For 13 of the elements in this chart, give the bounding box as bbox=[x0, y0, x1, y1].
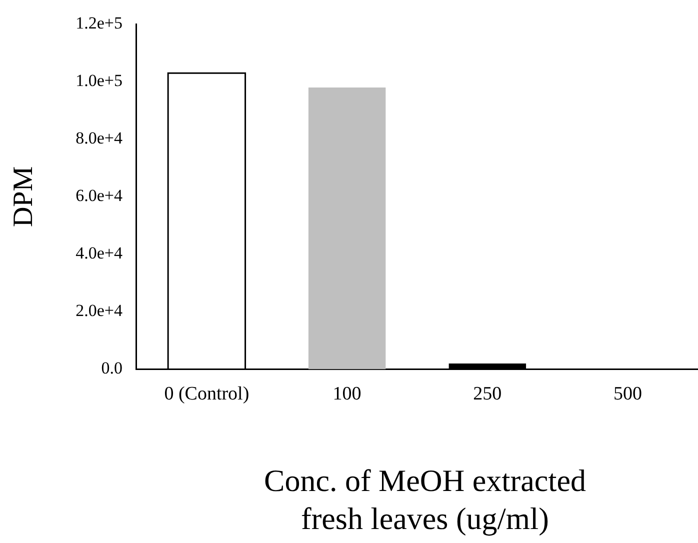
y-tick-label: 6.0e+4 bbox=[76, 186, 123, 206]
y-tick-label: 1.0e+5 bbox=[76, 71, 122, 90]
y-axis-title: DPM bbox=[8, 166, 40, 228]
x-axis-title: Conc. of MeOH extracted fresh leaves (ug/ml) bbox=[263, 462, 587, 538]
y-tick-label: 2.0e+4 bbox=[76, 301, 123, 320]
x-tick-label: 0 (Control) bbox=[164, 384, 250, 405]
x-tick-label: 100 bbox=[332, 384, 362, 405]
y-tick-label: 4.0e+4 bbox=[76, 244, 123, 263]
y-tick-label: 1.2e+5 bbox=[76, 14, 122, 33]
x-tick-label: 250 bbox=[473, 384, 502, 405]
x-tick-label: 500 bbox=[614, 384, 642, 405]
y-tick-label: 0.0 bbox=[101, 358, 122, 378]
y-tick-label: 8.0e+4 bbox=[76, 128, 123, 148]
